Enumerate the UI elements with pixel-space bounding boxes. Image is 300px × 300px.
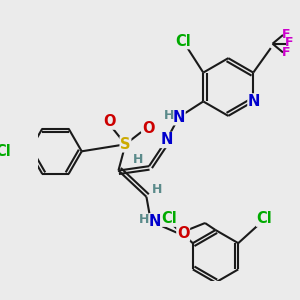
Text: H: H <box>134 153 144 166</box>
Text: H: H <box>152 183 162 196</box>
Text: N: N <box>160 132 173 147</box>
Text: F: F <box>285 36 293 50</box>
Text: N: N <box>248 94 260 109</box>
Text: F: F <box>282 46 291 59</box>
Text: Cl: Cl <box>256 211 272 226</box>
Text: O: O <box>142 121 155 136</box>
Text: H: H <box>164 109 174 122</box>
Text: S: S <box>120 137 131 152</box>
Text: F: F <box>282 28 291 40</box>
Text: Cl: Cl <box>161 211 177 226</box>
Text: Cl: Cl <box>175 34 191 49</box>
Text: O: O <box>177 226 189 241</box>
Text: Cl: Cl <box>0 144 11 159</box>
Text: O: O <box>103 114 116 129</box>
Text: H: H <box>139 213 149 226</box>
Text: N: N <box>172 110 185 125</box>
Text: N: N <box>149 214 161 229</box>
